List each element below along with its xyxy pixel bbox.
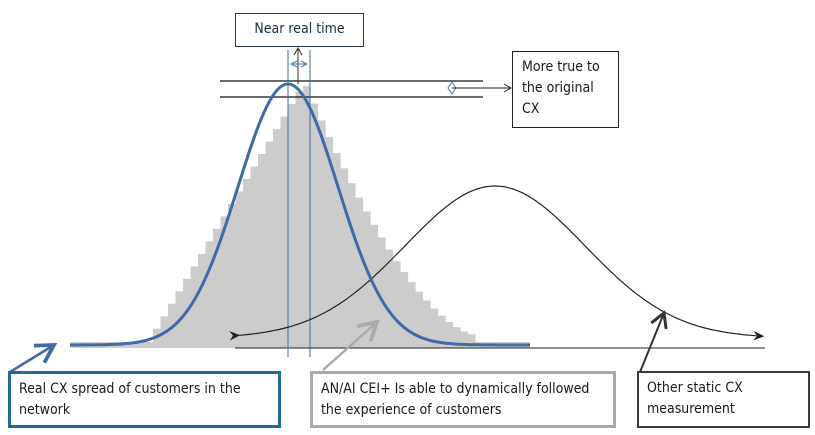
histogram-bar (333, 152, 341, 348)
histogram-bar (310, 103, 319, 348)
real-cx-pointer-arrow (9, 343, 58, 374)
histogram-bar (400, 271, 409, 348)
histogram-bar (198, 253, 206, 348)
histogram-bar (408, 282, 416, 348)
histogram-bar (385, 249, 394, 348)
near-real-time-label: Near real time (235, 13, 364, 47)
static-cx-curve (229, 185, 765, 341)
histogram-bar (273, 129, 281, 348)
histogram-bar (213, 228, 221, 348)
near-real-time-text: Near real time (254, 21, 345, 37)
real-cx-text: Real CX spread of customers in the netwo… (19, 381, 241, 418)
real-cx-curve (70, 82, 530, 347)
histogram-bar (378, 237, 386, 348)
histogram-bar (228, 203, 236, 348)
more-true-label: More true to the original CX (512, 51, 619, 128)
histogram-bar (258, 153, 266, 348)
histogram-bar (250, 166, 259, 348)
histogram-bar (393, 261, 401, 348)
anai-cei-text: AN/AI CEI+ Is able to dynamically follow… (321, 381, 590, 418)
static-cx-label: Other static CX measurement (637, 371, 810, 428)
histogram-bar (295, 91, 304, 348)
more-true-text: More true to the original CX (522, 59, 600, 117)
histogram-bar (355, 197, 364, 348)
histogram-bar (363, 211, 371, 348)
histogram-bar (340, 168, 349, 348)
histogram-bar (265, 141, 274, 348)
anai-pointer-arrow (322, 319, 380, 371)
histogram-bar (303, 86, 311, 349)
histogram-bar (280, 116, 289, 348)
histogram-bar (153, 328, 161, 348)
static-pointer-arrow (639, 310, 668, 373)
histogram-bar (468, 334, 476, 348)
histogram-bar (288, 104, 296, 348)
histogram-bar (318, 120, 326, 349)
anai-cei-label: AN/AI CEI+ Is able to dynamically follow… (310, 371, 616, 428)
histogram-bar (235, 191, 244, 348)
histogram-bar (190, 266, 199, 348)
histogram-bar (430, 308, 439, 348)
real-cx-label: Real CX spread of customers in the netwo… (8, 371, 281, 428)
histogram-bar (325, 136, 334, 348)
histogram-bar (220, 216, 229, 348)
static-cx-text: Other static CX measurement (647, 380, 743, 417)
diamond-icon (447, 81, 457, 95)
histogram-bar (415, 291, 424, 348)
histogram-bar (423, 300, 431, 348)
histogram-bar (205, 241, 214, 348)
histogram (70, 86, 530, 349)
histogram-bar (243, 178, 251, 348)
histogram-bar (348, 183, 356, 348)
